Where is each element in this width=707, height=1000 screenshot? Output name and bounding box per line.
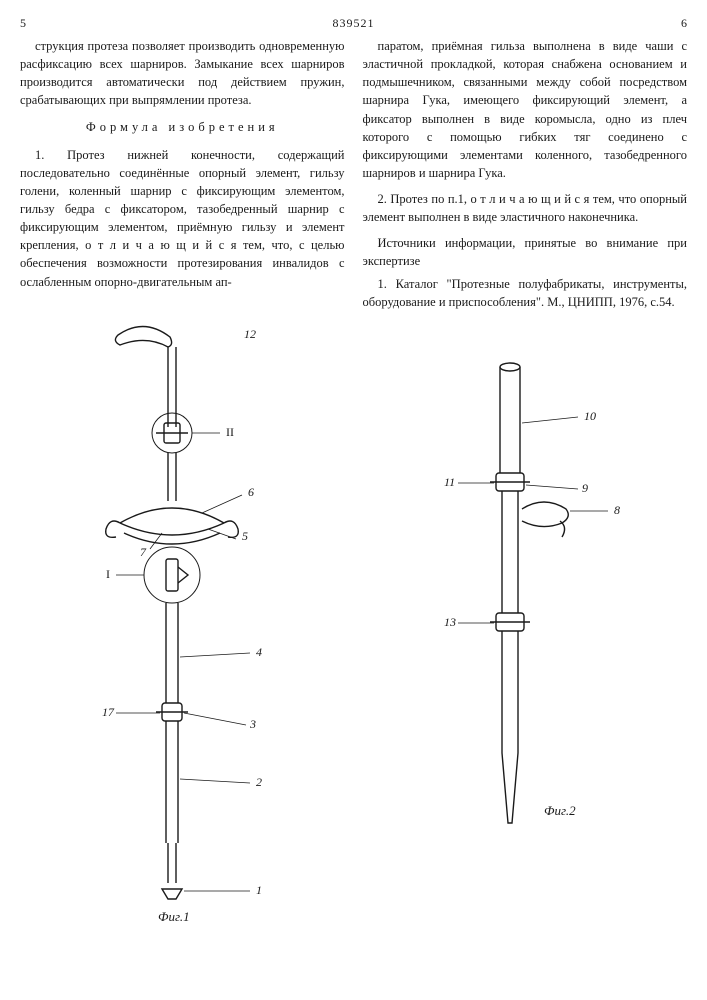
left-paragraph-1: струкция протеза позволяет производить о… xyxy=(20,37,345,110)
left-col-number: 5 xyxy=(20,16,50,31)
fig1-label-12: 12 xyxy=(244,327,256,342)
fig1-label-I: I xyxy=(106,567,110,582)
fig1-label-1: 1 xyxy=(256,883,262,898)
fig2-label-11: 11 xyxy=(444,475,455,490)
fig1-label-5: 5 xyxy=(242,529,248,544)
formula-heading: Формула изобретения xyxy=(20,118,345,136)
source-1: 1. Каталог "Протезные полуфабрикаты, инс… xyxy=(363,275,688,311)
right-paragraph-1: паратом, приёмная гильза выполнена в вид… xyxy=(363,37,688,182)
claim-2: 2. Протез по п.1, о т л и ч а ю щ и й с … xyxy=(363,190,688,226)
fig1-label-7: 7 xyxy=(140,545,146,560)
figures-area: 12 II 6 7 5 I 4 17 3 2 1 xyxy=(20,323,687,943)
fig1-label-3: 3 xyxy=(250,717,256,732)
figure-2-caption: Фиг.2 xyxy=(544,803,576,819)
sources-heading: Источники информации, принятые во вниман… xyxy=(363,234,688,270)
page-header: 5 839521 6 xyxy=(20,16,687,31)
claim-1: 1. Протез нижней конечности, содержащий … xyxy=(20,146,345,291)
fig1-label-II: II xyxy=(226,425,234,440)
fig2-label-13: 13 xyxy=(444,615,456,630)
fig2-label-8: 8 xyxy=(614,503,620,518)
document-number: 839521 xyxy=(333,16,375,31)
figure-1 xyxy=(50,323,320,923)
left-column: струкция протеза позволяет производить о… xyxy=(20,37,345,319)
fig1-label-17: 17 xyxy=(102,705,114,720)
text-columns: струкция протеза позволяет производить о… xyxy=(20,37,687,319)
right-col-number: 6 xyxy=(657,16,687,31)
fig1-label-4: 4 xyxy=(256,645,262,660)
right-column: паратом, приёмная гильза выполнена в вид… xyxy=(363,37,688,319)
fig1-label-6: 6 xyxy=(248,485,254,500)
fig1-label-2: 2 xyxy=(256,775,262,790)
fig2-label-10: 10 xyxy=(584,409,596,424)
figure-2 xyxy=(410,353,650,873)
figure-1-caption: Фиг.1 xyxy=(158,909,190,925)
fig2-label-9: 9 xyxy=(582,481,588,496)
